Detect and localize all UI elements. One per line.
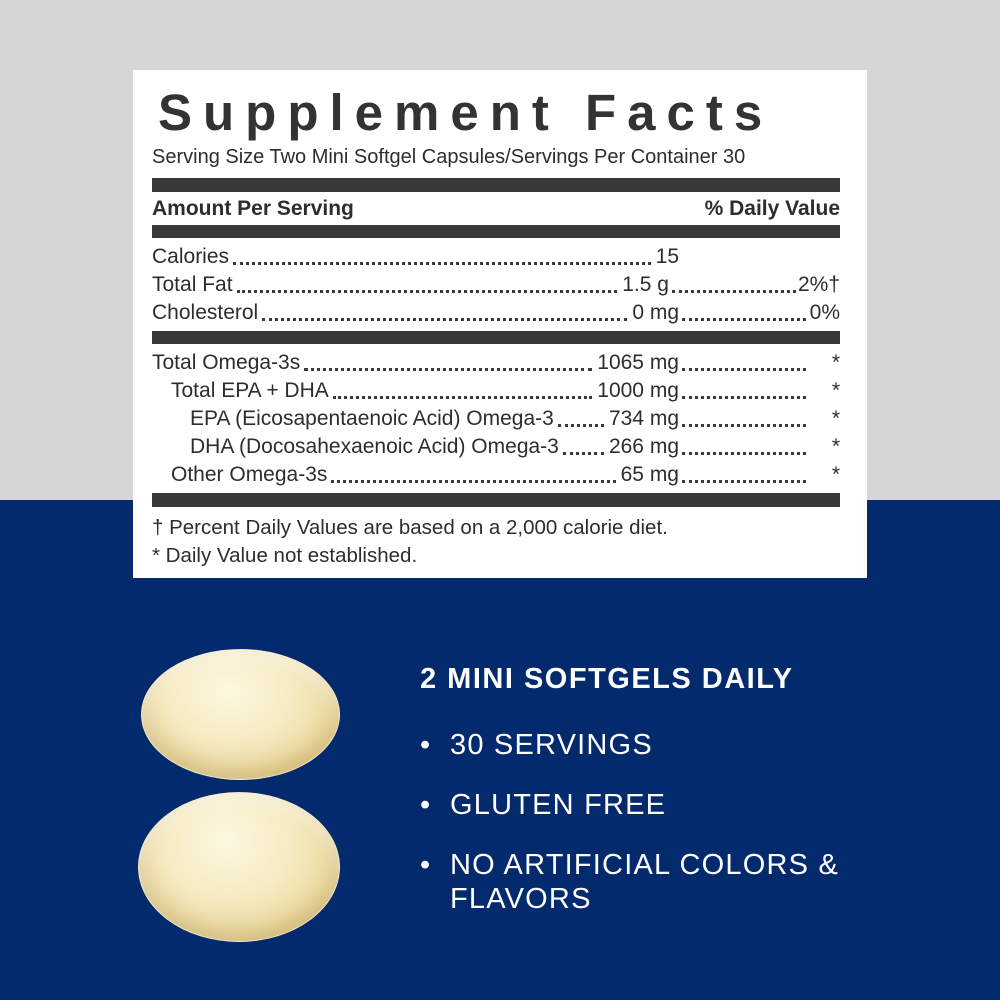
nutrient-daily-value: * xyxy=(831,351,840,375)
footnotes: † Percent Daily Values are based on a 2,… xyxy=(152,514,840,570)
footnote-line: * Daily Value not established. xyxy=(152,544,418,568)
nutrient-amount: 1000 mg xyxy=(597,379,679,403)
softgel-capsule xyxy=(138,792,340,942)
nutrient-row: Total Omega-3s 1065 mg * xyxy=(152,349,840,377)
bullet-text: GLUTEN FREE xyxy=(450,789,667,821)
product-bullet: • GLUTEN FREE xyxy=(420,788,850,822)
footnote-line: † Percent Daily Values are based on a 2,… xyxy=(152,516,668,540)
nutrient-name: Total EPA + DHA xyxy=(171,379,329,403)
dot-leader xyxy=(682,368,806,372)
nutrient-daily-value: * xyxy=(831,407,840,431)
product-highlights: 2 MINI SOFTGELS DAILY • 30 SERVINGS • GLUTE… xyxy=(420,662,850,916)
nutrient-name: Other Omega-3s xyxy=(171,463,328,487)
dot-leader xyxy=(262,318,628,322)
bullet-dot-icon: • xyxy=(420,789,432,821)
dot-leader xyxy=(682,452,806,456)
nutrient-row: Cholesterol 0 mg 0% xyxy=(152,299,840,327)
nutrient-row: Total EPA + DHA 1000 mg * xyxy=(152,377,840,405)
bullet-text: 30 SERVINGS xyxy=(450,729,653,761)
daily-value-header: % Daily Value xyxy=(704,197,840,221)
bullet-dot-icon: • xyxy=(420,849,432,881)
nutrient-name: EPA (Eicosapentaenoic Acid) Omega-3 xyxy=(190,407,554,431)
nutrient-daily-value: * xyxy=(831,435,840,459)
nutrient-amount: 734 mg xyxy=(608,407,679,431)
dot-leader xyxy=(562,452,604,456)
supplement-facts-title: Supplement Facts xyxy=(158,84,774,141)
dot-leader xyxy=(236,290,618,294)
nutrient-name: Calories xyxy=(152,245,230,269)
nutrient-row: Total Fat 1.5 g 2%† xyxy=(152,271,840,299)
nutrient-row: Calories 15 xyxy=(152,243,840,271)
bullet-dot-icon: • xyxy=(420,729,432,761)
serving-size-line: Serving Size Two Mini Softgel Capsules/S… xyxy=(152,146,746,169)
dosage-heading: 2 MINI SOFTGELS DAILY xyxy=(420,663,794,695)
nutrient-amount: 65 mg xyxy=(620,463,679,487)
dot-leader xyxy=(682,424,806,428)
dot-leader xyxy=(682,480,806,484)
bullet-text: NO ARTIFICIAL COLORS & FLAVORS xyxy=(450,849,839,915)
dot-leader xyxy=(332,396,593,400)
dot-leader xyxy=(671,290,796,294)
nutrient-amount: 0 mg xyxy=(632,301,679,325)
nutrient-row: Other Omega-3s 65 mg * xyxy=(152,461,840,489)
nutrient-amount: 15 xyxy=(655,245,679,269)
divider-bar xyxy=(152,225,840,239)
nutrient-amount: 266 mg xyxy=(608,435,679,459)
dot-leader xyxy=(682,396,806,400)
nutrient-name: Total Fat xyxy=(152,273,233,297)
divider-bar xyxy=(152,331,840,345)
supplement-facts-panel: Supplement Facts Serving Size Two Mini S… xyxy=(133,70,867,578)
nutrient-daily-value: 2%† xyxy=(797,273,840,297)
nutrient-amount: 1065 mg xyxy=(597,351,679,375)
nutrient-daily-value: * xyxy=(831,379,840,403)
dot-leader xyxy=(233,262,651,266)
nutrient-daily-value: * xyxy=(831,463,840,487)
omega-nutrients-table: Total Omega-3s 1065 mg * Total EPA + DHA 100… xyxy=(152,344,840,493)
dot-leader xyxy=(557,424,604,428)
divider-bar xyxy=(152,178,840,193)
product-bullet: • 30 SERVINGS xyxy=(420,728,850,762)
main-nutrients-table: Calories 15 Total Fat 1.5 g 2%† Cholesterol 0 … xyxy=(152,238,840,331)
column-headers: Amount Per Serving % Daily Value xyxy=(152,192,840,225)
nutrient-daily-value: 0% xyxy=(809,301,840,325)
dot-leader xyxy=(304,368,593,372)
dot-leader xyxy=(682,318,806,322)
softgel-capsule xyxy=(141,649,340,780)
nutrient-name: Cholesterol xyxy=(152,301,259,325)
divider-bar xyxy=(152,493,840,508)
amount-per-serving-header: Amount Per Serving xyxy=(152,197,354,221)
nutrient-row: DHA (Docosahexaenoic Acid) Omega-3 266 mg… xyxy=(152,433,840,461)
nutrient-amount: 1.5 g xyxy=(622,273,669,297)
nutrient-row: EPA (Eicosapentaenoic Acid) Omega-3 734 m… xyxy=(152,405,840,433)
nutrient-name: DHA (Docosahexaenoic Acid) Omega-3 xyxy=(190,435,559,459)
nutrient-name: Total Omega-3s xyxy=(152,351,301,375)
product-bullet: • NO ARTIFICIAL COLORS & FLAVORS xyxy=(420,848,850,916)
dot-leader xyxy=(331,480,616,484)
